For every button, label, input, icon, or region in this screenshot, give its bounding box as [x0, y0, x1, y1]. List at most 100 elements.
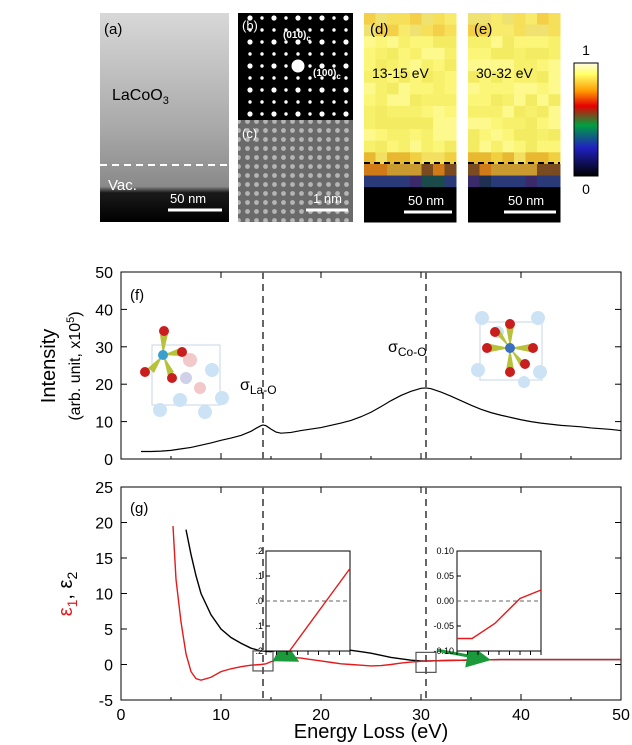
map-tile: [502, 82, 515, 95]
map-tile: [502, 13, 515, 26]
diffraction-spot: [284, 28, 288, 32]
map-tile: [514, 140, 526, 153]
map-tile: [491, 36, 503, 49]
map-tile: [491, 24, 503, 37]
map-tile: [375, 117, 388, 130]
map-tile: [421, 47, 434, 60]
map-tile: [398, 117, 411, 130]
map-tile: [502, 71, 515, 84]
map-tile: [525, 59, 538, 72]
diffraction-spot: [319, 111, 325, 117]
map-tile: [514, 105, 526, 118]
hrtem-image: [238, 120, 353, 222]
map-tile: [525, 175, 538, 188]
map-tile: [375, 140, 388, 153]
plot-frame-f: [120, 271, 622, 460]
panel-a: (a) LaCoO3 Vac. 50 nm: [100, 13, 229, 222]
map-tile: [398, 71, 411, 84]
colorbar-gradient: [573, 62, 599, 177]
ytick-label-g: 15: [95, 551, 113, 568]
map-tile: [468, 129, 480, 142]
map-tile: [468, 140, 480, 153]
dielectric-series: [172, 526, 621, 681]
map-tile: [364, 117, 376, 130]
map-tile: [387, 24, 399, 37]
diffraction-spot: [260, 28, 264, 32]
vac-label: Vac.: [108, 177, 137, 194]
map-tile: [421, 198, 434, 211]
map-tile: [479, 140, 492, 153]
diffraction-spot: [308, 76, 312, 80]
stem-image-a: [100, 13, 229, 222]
map-tile: [537, 105, 549, 118]
diffraction-spot: [284, 40, 288, 44]
map-tile: [491, 175, 503, 188]
map-tile: [514, 24, 526, 37]
map-tile: [398, 187, 411, 200]
diffraction-spot: [248, 76, 252, 80]
map-tile: [387, 163, 399, 177]
map-tile: [548, 129, 561, 142]
map-tile: [525, 13, 538, 26]
axis-ticks-f: 0 10 20 30 40 50: [95, 265, 622, 469]
diffraction-spot: [344, 52, 348, 56]
map-tile: [514, 71, 526, 84]
map-tile: [444, 36, 457, 49]
map-tile: [364, 13, 376, 26]
material-label: LaCoO3: [112, 87, 169, 107]
map-tile: [421, 117, 434, 130]
map-tile: [398, 105, 411, 118]
map-tile: [479, 24, 492, 37]
diffraction-spot: [332, 88, 336, 92]
scale-label-d: 50 nm: [408, 193, 444, 208]
diffraction-spots: [247, 15, 349, 117]
map-tile: [398, 152, 411, 165]
xlabel-g: Energy Loss (eV): [294, 721, 449, 743]
map-tile: [387, 82, 399, 95]
map-tile: [525, 198, 538, 211]
map-tile: [468, 13, 480, 26]
plot-frame-g: [120, 486, 622, 701]
map-tile: [433, 163, 445, 177]
map-tile: [537, 152, 549, 165]
colorbar-max: 1: [582, 42, 590, 58]
map-tile: [537, 129, 549, 142]
inset-epsilon1-line: [288, 568, 351, 652]
map-tile: [364, 163, 376, 177]
diffraction-spot: [308, 28, 312, 32]
map-tile: [537, 187, 549, 200]
diffraction-spot: [320, 76, 324, 80]
map-tile: [479, 152, 492, 165]
map-tile: [387, 187, 399, 200]
map-tile: [375, 152, 388, 165]
map-tile: [525, 117, 538, 130]
map-tile: [525, 94, 538, 107]
ylabel-g: ε1, ε2: [55, 572, 80, 617]
panel-label-e: (e): [474, 21, 492, 38]
diffraction-spot: [308, 100, 312, 104]
map-tile: [433, 24, 445, 37]
map-tile: [410, 59, 422, 72]
zoom-box: [415, 651, 437, 673]
map-tile: [548, 163, 561, 177]
map-tile: [514, 198, 526, 211]
map-tile: [364, 94, 376, 107]
map-tile: [421, 140, 434, 153]
map-tile: [525, 163, 538, 177]
map-tile: [491, 129, 503, 142]
inset-ytick-label: .0: [255, 596, 263, 606]
diffraction-spot: [308, 52, 312, 56]
inset-ytick-label: 0.00: [436, 596, 454, 606]
map-tile: [444, 152, 457, 165]
inset-ytick-label: 0.10: [436, 546, 454, 556]
map-tile: [387, 140, 399, 153]
map-tile: [364, 187, 376, 200]
map-tile: [375, 71, 388, 84]
map-tile: [364, 36, 376, 49]
spot-label-010: (010)c: [283, 30, 311, 43]
scale-label-c: 1 nm: [313, 191, 342, 206]
map-tile: [387, 71, 399, 84]
map-tile: [491, 152, 503, 165]
ytick-label-f: 40: [95, 302, 113, 319]
scale-label-a: 50 nm: [170, 191, 206, 206]
